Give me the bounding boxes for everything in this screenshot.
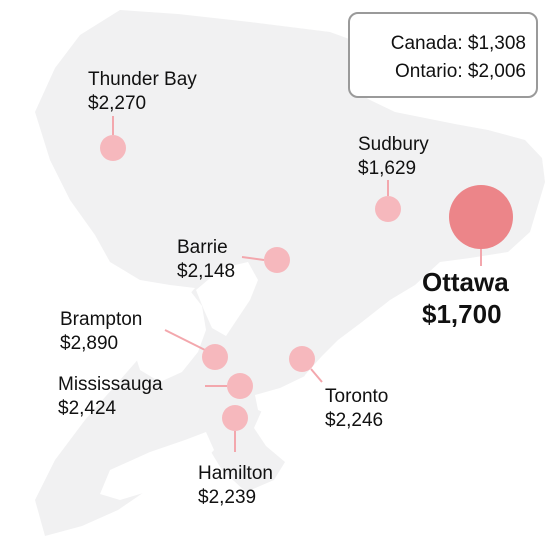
city-rent: $1,700: [422, 299, 502, 329]
city-label-ottawa: Ottawa $1,700: [422, 266, 509, 330]
marker-brampton: [202, 344, 228, 370]
city-label-brampton: Brampton $2,890: [60, 308, 142, 356]
marker-hamilton: [222, 405, 248, 431]
city-rent: $1,629: [358, 158, 417, 179]
lake-huron-shape: [132, 288, 206, 382]
city-name: Toronto: [325, 386, 389, 407]
ontario-average: Ontario: $2,006: [395, 61, 526, 82]
city-label-hamilton: Hamilton $2,239: [198, 462, 273, 510]
city-name: Barrie: [177, 237, 228, 258]
city-name: Mississauga: [58, 374, 163, 395]
city-label-toronto: Toronto $2,246: [325, 385, 388, 433]
canada-average: Canada: $1,308: [390, 33, 526, 54]
city-markers: [100, 135, 513, 431]
city-rent: $2,270: [88, 93, 147, 114]
summary-box: Canada: $1,308 Ontario: $2,006: [348, 12, 538, 98]
marker-sudbury: [375, 196, 401, 222]
leader-lines: [112, 116, 482, 452]
city-name: Ottawa: [422, 267, 509, 297]
city-label-thunder-bay: Thunder Bay $2,270: [88, 68, 197, 116]
marker-barrie: [264, 247, 290, 273]
city-rent: $2,424: [58, 398, 117, 419]
ontario-outline-shape: [35, 10, 545, 536]
lakes: [100, 262, 366, 500]
lake-ontario-shape: [255, 358, 366, 416]
marker-ottawa: [449, 185, 513, 249]
city-rent: $2,246: [325, 410, 384, 431]
city-name: Sudbury: [358, 134, 429, 155]
city-name: Brampton: [60, 309, 143, 330]
city-rent: $2,239: [198, 487, 257, 508]
city-name: Thunder Bay: [88, 69, 197, 90]
leader-line-toronto: [310, 368, 323, 383]
city-label-sudbury: Sudbury $1,629: [358, 133, 429, 181]
leader-line-barrie: [241, 256, 265, 261]
marker-mississauga: [227, 373, 253, 399]
city-name: Hamilton: [198, 463, 273, 484]
ontario-landmass: [35, 10, 545, 536]
georgian-bay-shape: [196, 262, 258, 336]
city-label-mississauga: Mississauga $2,424: [58, 373, 163, 421]
city-rent: $2,890: [60, 333, 119, 354]
marker-thunder-bay: [100, 135, 126, 161]
city-rent: $2,148: [177, 261, 236, 282]
leader-line-brampton: [164, 329, 206, 351]
lake-erie-shape: [100, 432, 214, 500]
marker-toronto: [289, 346, 315, 372]
city-label-barrie: Barrie $2,148: [177, 236, 235, 284]
